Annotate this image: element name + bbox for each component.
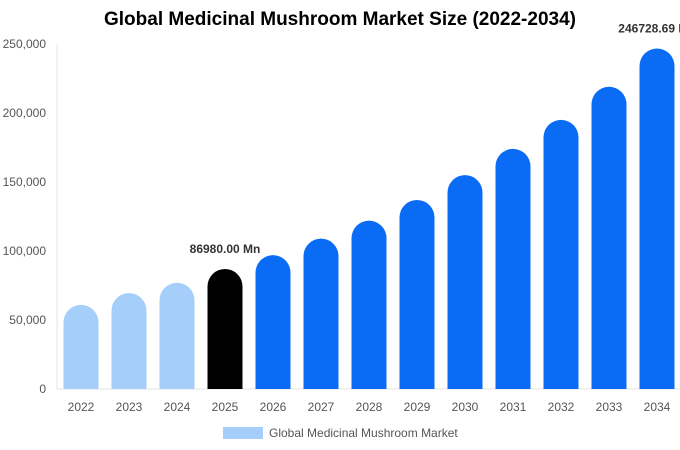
y-tick-label: 200,000 [3, 106, 47, 120]
x-tick-label: 2025 [212, 400, 239, 414]
bar-2022[interactable] [63, 304, 99, 389]
x-tick-label: 2033 [596, 400, 623, 414]
bar-2029[interactable] [399, 199, 435, 389]
x-tick-label: 2030 [452, 400, 479, 414]
bar-2027[interactable] [303, 238, 339, 389]
bar-2026[interactable] [255, 255, 291, 389]
bar-2033[interactable] [591, 86, 627, 389]
x-tick-label: 2031 [500, 400, 527, 414]
bars [63, 48, 675, 389]
annotation-2034: 246728.69 Mn [618, 22, 680, 36]
annotation-2025: 86980.00 Mn [190, 242, 261, 256]
x-tick-label: 2022 [68, 400, 95, 414]
bar-2030[interactable] [447, 175, 483, 389]
x-tick-label: 2028 [356, 400, 383, 414]
bar-2023[interactable] [111, 293, 147, 389]
data-annotations: 86980.00 Mn 246728.69 Mn [190, 22, 680, 256]
y-axis-ticks: 0 50,000 100,000 150,000 200,000 250,000 [3, 37, 47, 396]
x-tick-label: 2026 [260, 400, 287, 414]
bar-2025[interactable] [207, 268, 243, 389]
bar-2028[interactable] [351, 220, 387, 389]
x-tick-label: 2023 [116, 400, 143, 414]
x-tick-label: 2032 [548, 400, 575, 414]
chart-title: Global Medicinal Mushroom Market Size (2… [104, 9, 576, 30]
x-axis-ticks: 2022 2023 2024 2025 2026 2027 2028 2029 2030 2031… [68, 400, 671, 414]
y-tick-label: 100,000 [3, 244, 47, 258]
bar-2024[interactable] [159, 282, 195, 389]
x-tick-label: 2029 [404, 400, 431, 414]
bar-2032[interactable] [543, 119, 579, 389]
legend[interactable]: Global Medicinal Mushroom Market [223, 425, 458, 441]
x-tick-label: 2034 [644, 400, 671, 414]
y-tick-label: 0 [39, 382, 46, 396]
bar-2034[interactable] [639, 48, 675, 389]
y-tick-label: 50,000 [9, 313, 46, 327]
y-tick-label: 150,000 [3, 175, 47, 189]
bar-2031[interactable] [495, 148, 531, 389]
x-tick-label: 2027 [308, 400, 335, 414]
legend-label: Global Medicinal Mushroom Market [269, 426, 458, 440]
y-tick-label: 250,000 [3, 37, 47, 51]
x-tick-label: 2024 [164, 400, 191, 414]
legend-swatch [223, 427, 263, 439]
